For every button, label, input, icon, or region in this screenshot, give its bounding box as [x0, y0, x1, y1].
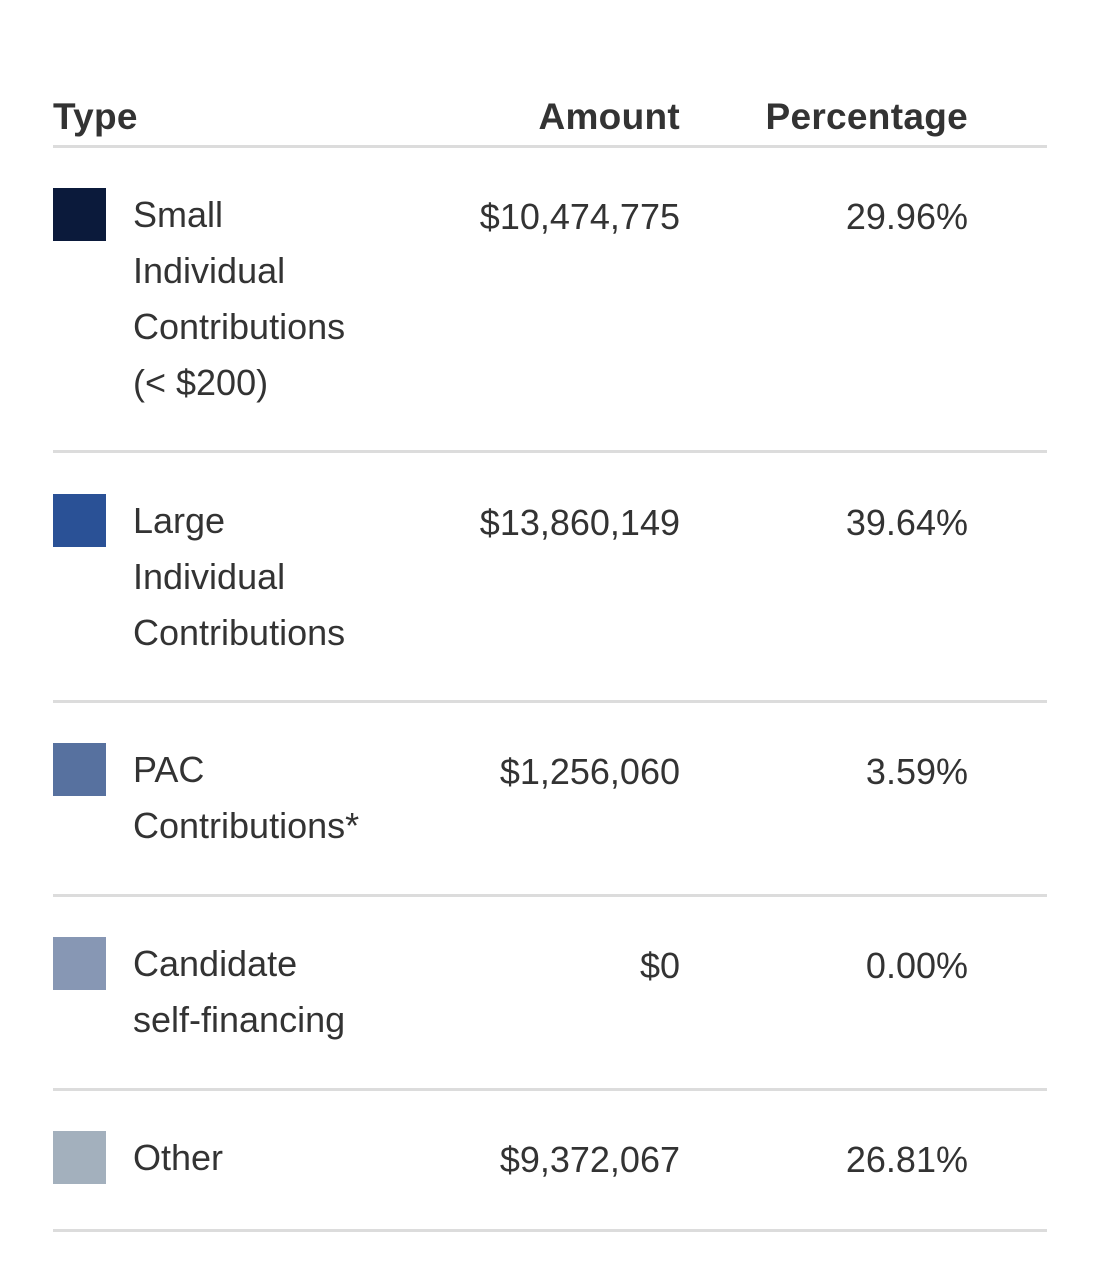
type-label-line: Small	[133, 194, 224, 235]
type-label: Small Individual Contributions (< $200)	[133, 187, 433, 411]
amount-value: $0	[639, 945, 680, 986]
percentage-value: 39.64%	[845, 502, 968, 543]
amount-value: $10,474,775	[479, 196, 680, 237]
type-label-line: (< $200)	[133, 362, 269, 403]
type-label: PAC Contributions*	[133, 742, 433, 854]
header-amount: Amount	[538, 96, 680, 137]
type-label: Large Individual Contributions	[133, 493, 433, 661]
table-row-pac: PAC Contributions* $1,256,060 3.59%	[53, 703, 1047, 897]
header-percentage: Percentage	[765, 96, 968, 137]
percentage-value: 0.00%	[865, 945, 968, 986]
header-type: Type	[53, 96, 138, 137]
table-row-other: Other $9,372,067 26.81%	[53, 1091, 1047, 1232]
type-label-line: Individual	[133, 556, 286, 597]
type-label: Candidate self-financing	[133, 936, 433, 1048]
legend-swatch	[53, 743, 106, 796]
type-label-line: Individual	[133, 250, 286, 291]
type-label-line: Other	[133, 1137, 224, 1178]
percentage-value: 29.96%	[845, 196, 968, 237]
type-label-line: PAC	[133, 749, 205, 790]
contributions-table: Type Amount Percentage Small Individual …	[53, 0, 1047, 1232]
type-label: Other	[133, 1130, 433, 1186]
type-label-line: Contributions	[133, 612, 346, 653]
type-label-line: Contributions	[133, 306, 346, 347]
percentage-value: 3.59%	[865, 751, 968, 792]
legend-swatch	[53, 188, 106, 241]
table-row-candidate-self-financing: Candidate self-financing $0 0.00%	[53, 897, 1047, 1091]
type-label-line: self-financing	[133, 999, 346, 1040]
percentage-value: 26.81%	[845, 1139, 968, 1180]
table-row-small-individual: Small Individual Contributions (< $200) …	[53, 148, 1047, 453]
table-row-large-individual: Large Individual Contributions $13,860,1…	[53, 453, 1047, 703]
type-label-line: Large	[133, 500, 226, 541]
amount-value: $9,372,067	[499, 1139, 680, 1180]
legend-swatch	[53, 494, 106, 547]
amount-value: $13,860,149	[479, 502, 680, 543]
type-label-line: Candidate	[133, 943, 298, 984]
amount-value: $1,256,060	[499, 751, 680, 792]
legend-swatch	[53, 1131, 106, 1184]
legend-swatch	[53, 937, 106, 990]
table-header-row: Type Amount Percentage	[53, 0, 1047, 148]
type-label-line: Contributions*	[133, 805, 360, 846]
